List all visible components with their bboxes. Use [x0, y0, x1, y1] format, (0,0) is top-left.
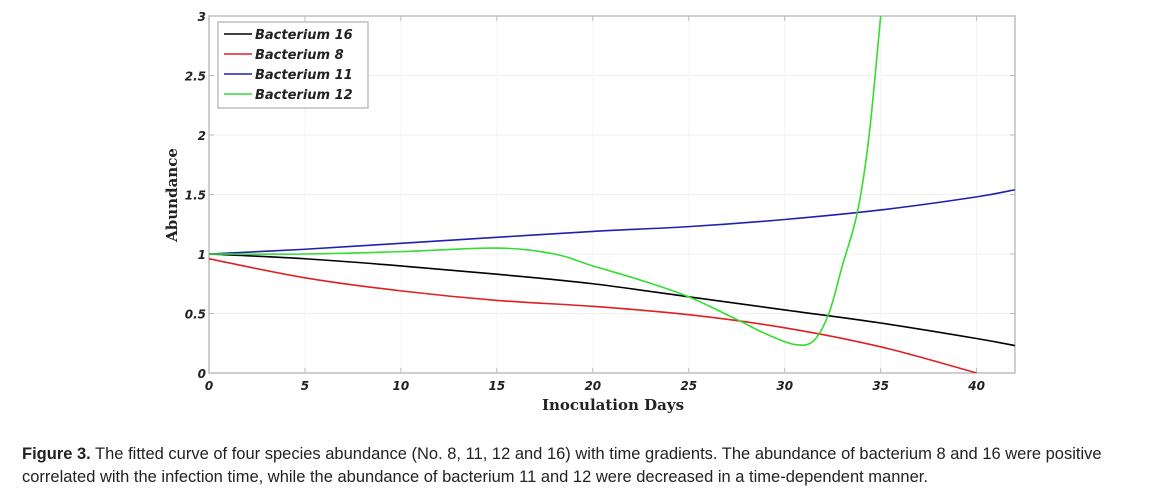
y-tick-label: 0.5: [185, 308, 206, 322]
x-tick-label: 0: [205, 379, 213, 393]
y-tick-label: 2: [198, 129, 206, 143]
x-axis-label: Inoculation Days: [542, 396, 684, 414]
y-axis: 0 0.5 1 1.5 2 2.5 3: [185, 10, 1015, 381]
x-axis: 0 5 10 15 20 25 30 35 40: [205, 16, 985, 393]
legend: Bacterium 16 Bacterium 8 Bacterium 11 Bacte…: [217, 21, 369, 109]
x-tick-label: 40: [967, 379, 985, 393]
series-line-bacterium-8: [209, 257, 977, 373]
series-group: [209, 16, 1015, 373]
x-tick-label: 15: [489, 379, 506, 393]
legend-label: Bacterium 8: [255, 48, 344, 63]
caption-label: Figure 3.: [22, 445, 91, 463]
x-tick-label: 25: [680, 379, 697, 393]
series-line-bacterium-12: [209, 16, 882, 346]
figure-caption: Figure 3. The fitted curve of four speci…: [22, 443, 1160, 489]
caption-text: The fitted curve of four species abundan…: [22, 445, 1102, 486]
x-tick-label: 30: [776, 379, 793, 393]
y-tick-label: 3: [198, 10, 206, 24]
legend-label: Bacterium 12: [255, 88, 353, 103]
x-tick-label: 20: [584, 379, 601, 393]
line-chart: 0 5 10 15 20 25 30 35 40 0 0.5 1 1.5 2 2.5 3 Inoculati…: [163, 10, 1016, 414]
series-line-bacterium-16: [209, 253, 1015, 347]
legend-label: Bacterium 16: [255, 28, 353, 43]
legend-label: Bacterium 11: [255, 68, 353, 83]
x-tick-label: 5: [301, 379, 309, 393]
series-line-bacterium-11: [209, 188, 1015, 255]
y-tick-label: 1.5: [185, 189, 206, 203]
y-tick-label: 2.5: [185, 70, 206, 84]
x-tick-label: 10: [393, 379, 410, 393]
y-axis-label: Abundance: [163, 148, 181, 243]
y-tick-label: 0: [198, 367, 206, 381]
y-tick-label: 1: [198, 248, 206, 262]
x-tick-label: 35: [872, 379, 889, 393]
